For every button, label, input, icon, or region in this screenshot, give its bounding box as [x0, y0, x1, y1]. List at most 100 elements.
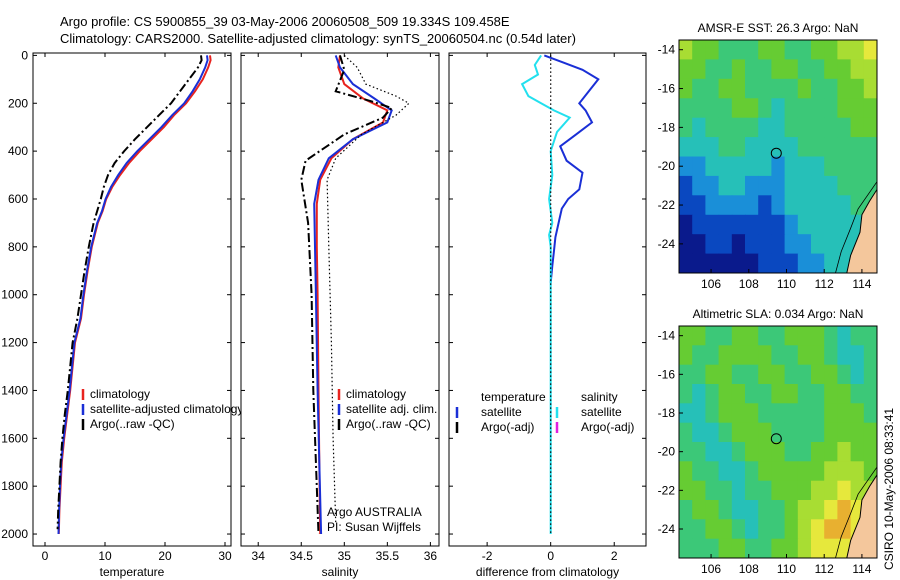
sla-map-cell — [797, 538, 812, 558]
sla-map-cell — [731, 538, 746, 558]
sst-map-xtick-label: 106 — [701, 277, 721, 291]
sla-map-cells — [679, 326, 877, 558]
sla-map-cell — [679, 345, 693, 366]
sst-map-cell — [745, 175, 759, 196]
sla-map-cell — [745, 364, 759, 385]
sla-map-cell — [784, 538, 799, 558]
sst-map-cell — [863, 40, 877, 60]
sst-map-cell — [837, 214, 852, 235]
sst-map-ytick-label: -16 — [658, 82, 676, 96]
sst-map-cell — [784, 195, 799, 216]
sst-map-cell — [745, 156, 759, 177]
sla-map-cell — [837, 500, 852, 520]
difference-legend-heading: salinity — [581, 390, 618, 404]
sst-map-cell — [692, 234, 706, 255]
sla-map-title: Altimetric SLA: 0.034 Argo: NaN — [693, 307, 864, 321]
sla-map-cell — [863, 384, 877, 404]
sst-map-cell — [784, 253, 799, 273]
sst-map-cell — [863, 78, 877, 99]
sst-map-cell — [850, 195, 865, 216]
sla-map-cell — [705, 538, 720, 558]
sst-map-cell — [811, 137, 825, 158]
salinity-legend-label: climatology — [346, 387, 406, 401]
sla-map-cell — [692, 500, 706, 520]
salinity-annotation-program: Argo AUSTRALIA — [327, 505, 422, 519]
salinity-series-group — [300, 54, 410, 535]
sst-map-cell — [705, 59, 720, 80]
sst-map-cell — [731, 98, 746, 119]
sst-map-cell — [718, 98, 733, 119]
sst-map-cell — [811, 117, 825, 138]
difference-xtick-label: -2 — [482, 549, 493, 563]
sst-map-cell — [824, 78, 838, 99]
sla-map-panel: Altimetric SLA: 0.034 Argo: NaN 106 108 110… — [658, 307, 878, 576]
sst-map-cell — [731, 59, 746, 80]
sla-map-cell — [863, 403, 877, 424]
sla-map-cell — [692, 422, 706, 443]
sla-map-cell — [718, 422, 733, 443]
sla-map-cell — [679, 500, 693, 520]
figure-title-line2: Climatology: CARS2000. Satellite-adjuste… — [60, 31, 576, 46]
sst-map-cell — [811, 98, 825, 119]
sla-map-cell — [705, 364, 720, 385]
temperature-series-satellite-adjusted-climatology — [57, 55, 209, 535]
sst-map-cell — [824, 137, 838, 158]
sla-map-cell — [837, 403, 852, 424]
sla-map-cell — [837, 461, 852, 482]
sla-map-cell — [811, 538, 825, 558]
sst-map-cell — [679, 117, 693, 138]
temperature-ytick-label: 1400 — [1, 383, 28, 397]
figure-title-line1: Argo profile: CS 5900855_39 03-May-2006 … — [60, 14, 510, 29]
sla-map-cell — [784, 500, 799, 520]
sla-map-cell — [692, 461, 706, 482]
sla-map-cell — [679, 364, 693, 385]
sla-map-cell — [758, 442, 772, 462]
sst-map-xtick-label: 108 — [739, 277, 759, 291]
sla-map-cell — [679, 519, 693, 540]
sla-map-ytick-label: -14 — [658, 329, 676, 343]
sla-map-cell — [797, 422, 812, 443]
sst-map-cell — [771, 78, 786, 99]
sst-map-cell — [679, 137, 693, 158]
sla-map-cell — [705, 345, 720, 366]
sla-map-cell — [745, 345, 759, 366]
sla-map-cell — [811, 403, 825, 424]
sst-map-cell — [731, 195, 746, 216]
difference-legend-heading: temperature — [481, 390, 546, 404]
sst-map-cell — [797, 234, 812, 255]
sst-map-cell — [745, 117, 759, 138]
sst-map-cell — [692, 137, 706, 158]
sla-map-cell — [758, 538, 772, 558]
sla-map-cell — [824, 384, 838, 404]
sla-map-cell — [837, 384, 852, 404]
sst-map-cell — [771, 156, 786, 177]
sst-map-cell — [731, 137, 746, 158]
sla-map-cell — [745, 461, 759, 482]
sst-map-cell — [784, 234, 799, 255]
salinity-xtick-label: 35 — [338, 549, 352, 563]
sla-map-cell — [718, 442, 733, 462]
sla-map-ytick-label: -24 — [658, 522, 676, 536]
sla-map-cell — [824, 519, 838, 540]
sla-map-ytick-label: -22 — [658, 483, 676, 497]
sst-map-cell — [784, 98, 799, 119]
sla-map-cell — [771, 326, 786, 346]
sla-map-cell — [745, 538, 759, 558]
sst-map-cell — [797, 214, 812, 235]
sla-map-cell — [718, 326, 733, 346]
temperature-legend-label: Argo(..raw -QC) — [90, 417, 175, 431]
sst-map-cell — [758, 195, 772, 216]
sla-map-cell — [758, 500, 772, 520]
sst-map-cell — [758, 137, 772, 158]
sst-map-cell — [797, 195, 812, 216]
sst-map-cell — [758, 175, 772, 196]
sla-map-cell — [850, 480, 865, 501]
sla-map-cell — [758, 403, 772, 424]
sst-map-ytick-label: -24 — [658, 237, 676, 251]
sla-map-cell — [705, 442, 720, 462]
sst-map-cell — [731, 156, 746, 177]
sla-map-cell — [811, 500, 825, 520]
sst-map-cell — [745, 234, 759, 255]
sla-map-cell — [731, 480, 746, 501]
sla-map-ytick-label: -18 — [658, 406, 676, 420]
